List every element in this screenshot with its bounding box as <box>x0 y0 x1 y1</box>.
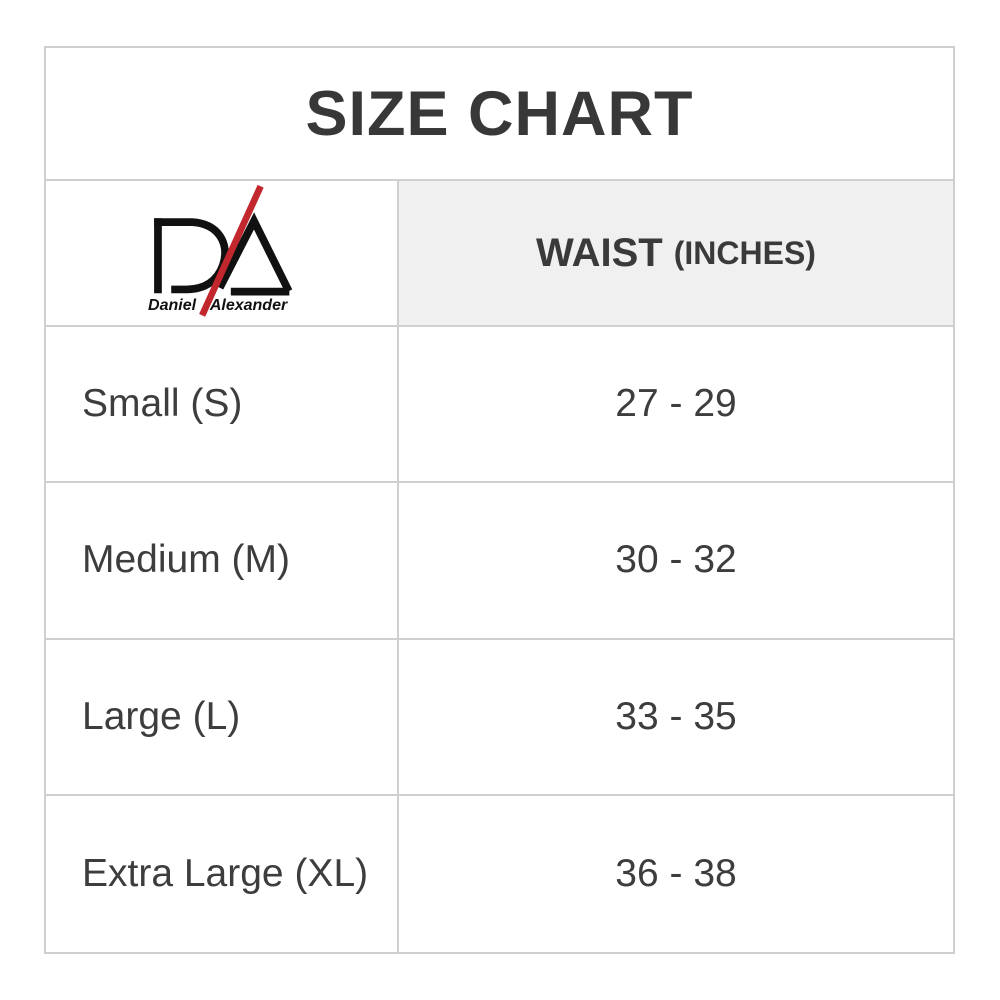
waist-value-small: 27 - 29 <box>399 327 953 484</box>
size-label-large: Large (L) <box>46 639 399 796</box>
brand-logo-icon: Daniel Alexander <box>148 184 292 317</box>
size-chart-table: SIZE CHART Daniel Alexander <box>44 46 955 954</box>
size-label-extra-large: Extra Large (XL) <box>46 795 399 952</box>
column-header-waist: WAIST (INCHES) <box>399 181 953 327</box>
brand-name-first: Daniel <box>148 297 197 314</box>
waist-value-extra-large: 36 - 38 <box>615 851 737 895</box>
page-title: SIZE CHART <box>46 48 953 181</box>
logo-red-slash <box>198 184 264 317</box>
waist-header-unit: (INCHES) <box>673 234 816 271</box>
size-label-medium: Medium (M) <box>46 483 399 640</box>
waist-header-label: WAIST <box>536 230 663 275</box>
size-label-small: Small (S) <box>46 327 399 484</box>
brand-name-last: Alexander <box>208 297 287 314</box>
waist-value-large: 33 - 35 <box>399 640 953 796</box>
brand-logo-cell: Daniel Alexander <box>46 181 399 327</box>
logo-letter-a <box>215 212 292 296</box>
waist-value-medium: 30 - 32 <box>399 483 953 640</box>
